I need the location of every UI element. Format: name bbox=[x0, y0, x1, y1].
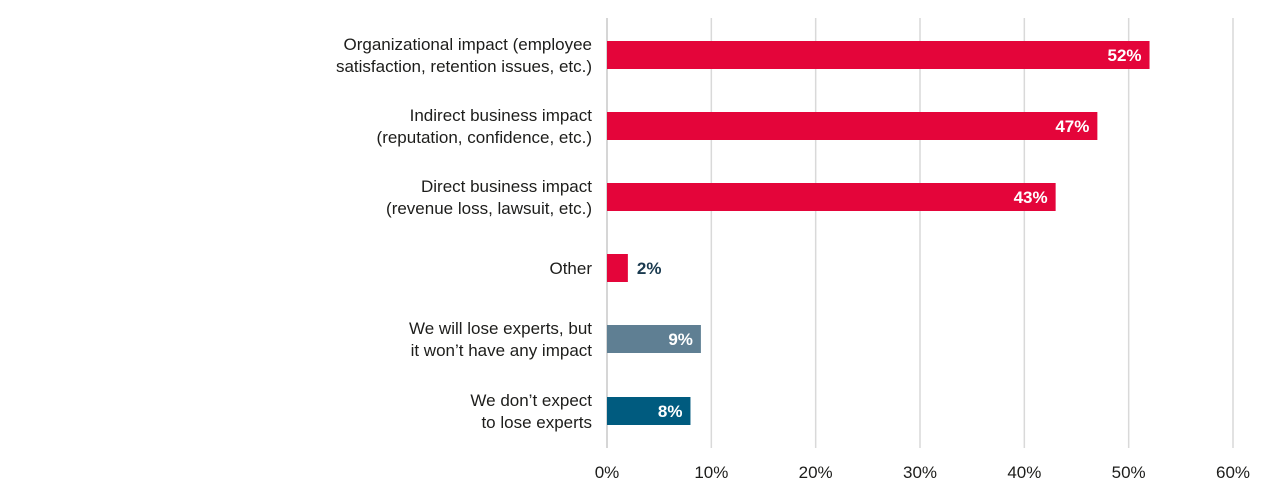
data-label: 9% bbox=[668, 330, 693, 349]
category-label: We don’t expect bbox=[470, 391, 592, 410]
category-label: (reputation, confidence, etc.) bbox=[377, 128, 592, 147]
x-tick-label: 30% bbox=[903, 463, 937, 482]
bar bbox=[607, 112, 1098, 140]
bar bbox=[607, 41, 1150, 69]
x-tick-label: 20% bbox=[799, 463, 833, 482]
category-label: satisfaction, retention issues, etc.) bbox=[336, 57, 592, 76]
x-tick-label: 60% bbox=[1216, 463, 1250, 482]
data-label: 8% bbox=[658, 402, 683, 421]
category-label: (revenue loss, lawsuit, etc.) bbox=[386, 199, 592, 218]
x-tick-label: 50% bbox=[1112, 463, 1146, 482]
category-label: Direct business impact bbox=[421, 177, 592, 196]
x-tick-label: 40% bbox=[1007, 463, 1041, 482]
bar bbox=[607, 254, 628, 282]
data-label: 2% bbox=[637, 259, 662, 278]
data-label: 47% bbox=[1055, 117, 1089, 136]
x-tick-label: 10% bbox=[694, 463, 728, 482]
category-label: to lose experts bbox=[481, 413, 592, 432]
bar bbox=[607, 397, 691, 425]
x-tick-label: 0% bbox=[595, 463, 620, 482]
category-label: Other bbox=[549, 259, 592, 278]
bar bbox=[607, 183, 1056, 211]
category-label: Indirect business impact bbox=[410, 106, 593, 125]
category-label: Organizational impact (employee bbox=[343, 35, 592, 54]
data-label: 52% bbox=[1108, 46, 1142, 65]
category-label: it won’t have any impact bbox=[411, 341, 593, 360]
bar bbox=[607, 325, 701, 353]
data-label: 43% bbox=[1014, 188, 1048, 207]
category-label: We will lose experts, but bbox=[409, 319, 592, 338]
